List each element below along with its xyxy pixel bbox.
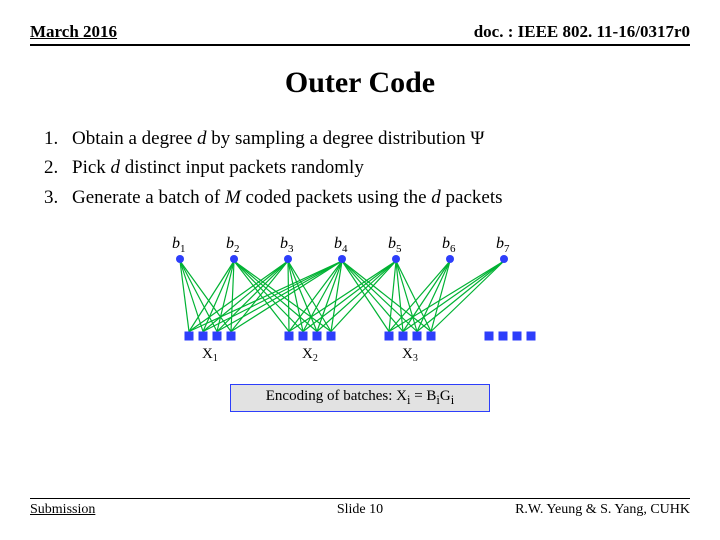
txt-d: d <box>431 187 441 208</box>
svg-text:X1: X1 <box>202 346 218 364</box>
txt-m: M <box>225 187 241 208</box>
footer-center: Slide 10 <box>337 502 383 518</box>
txt-d: d <box>197 128 207 149</box>
diagram-svg: b1 b2 b3 b4 b5 b6 b7 X1 X2 X3 <box>110 226 610 376</box>
footer: Submission Slide 10 R.W. Yeung & S. Yang… <box>30 498 690 518</box>
svg-text:b6: b6 <box>442 235 456 255</box>
txt-b: coded packets using the <box>241 187 431 208</box>
svg-text:X2: X2 <box>302 346 318 364</box>
header-doc: doc. : IEEE 802. 11-16/0317r0 <box>474 22 690 42</box>
list-num: 3. <box>38 183 72 212</box>
txt-a: Pick <box>72 157 111 178</box>
list-item: 3. Generate a batch of M coded packets u… <box>38 183 690 212</box>
list-text: Generate a batch of M coded packets usin… <box>72 183 690 212</box>
list-text: Pick d distinct input packets randomly <box>72 153 690 182</box>
txt-b: by sampling a degree distribution Ψ <box>207 128 485 149</box>
list-item: 1. Obtain a degree d by sampling a degre… <box>38 124 690 153</box>
svg-text:b1: b1 <box>172 235 186 255</box>
page-title: Outer Code <box>30 66 690 100</box>
f-g: G <box>440 388 451 404</box>
formula-text: Encoding of batches: Xi = BiGi <box>266 388 454 404</box>
formula-box: Encoding of batches: Xi = BiGi <box>230 384 490 412</box>
list-item: 2. Pick d distinct input packets randoml… <box>38 153 690 182</box>
txt-c: packets <box>441 187 503 208</box>
body-list: 1. Obtain a degree d by sampling a degre… <box>38 124 690 212</box>
f-sub3: i <box>451 393 454 407</box>
svg-text:X3: X3 <box>402 346 418 364</box>
svg-text:b5: b5 <box>388 235 402 255</box>
f-eq: = B <box>410 388 436 404</box>
list-num: 1. <box>38 124 72 153</box>
svg-text:b3: b3 <box>280 235 294 255</box>
f-prefix: Encoding of batches: X <box>266 388 407 404</box>
list-text: Obtain a degree d by sampling a degree d… <box>72 124 690 153</box>
svg-text:b7: b7 <box>496 235 510 255</box>
txt-a: Obtain a degree <box>72 128 197 149</box>
svg-text:b4: b4 <box>334 235 348 255</box>
txt-d: d <box>111 157 121 178</box>
txt-b: distinct input packets randomly <box>120 157 364 178</box>
svg-text:b2: b2 <box>226 235 240 255</box>
list-num: 2. <box>38 153 72 182</box>
diagram: b1 b2 b3 b4 b5 b6 b7 X1 X2 X3 <box>110 226 610 376</box>
footer-left: Submission <box>30 502 95 518</box>
header-date: March 2016 <box>30 22 117 42</box>
footer-right: R.W. Yeung & S. Yang, CUHK <box>515 502 690 518</box>
txt-a: Generate a batch of <box>72 187 225 208</box>
header: March 2016 doc. : IEEE 802. 11-16/0317r0 <box>30 22 690 46</box>
